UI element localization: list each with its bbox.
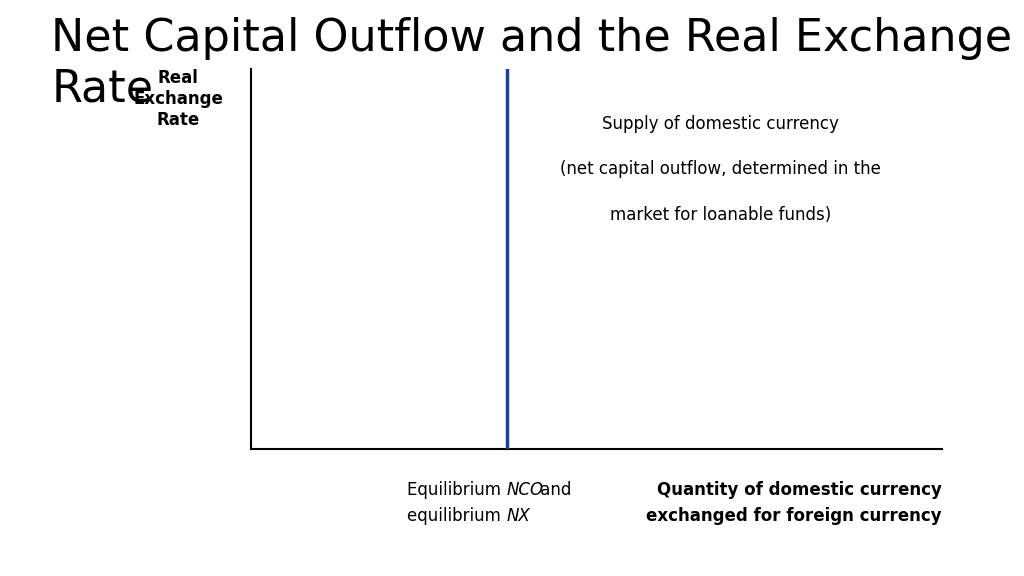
Text: Equilibrium: Equilibrium (408, 481, 507, 499)
Text: Net Capital Outflow and the Real Exchange
Rate: Net Capital Outflow and the Real Exchang… (51, 17, 1013, 110)
Text: Supply of domestic currency: Supply of domestic currency (602, 115, 840, 132)
Text: (net capital outflow, determined in the: (net capital outflow, determined in the (560, 160, 882, 179)
Text: Quantity of domestic currency: Quantity of domestic currency (657, 481, 942, 499)
Text: NCO: NCO (507, 481, 544, 499)
Text: exchanged for foreign currency: exchanged for foreign currency (646, 507, 942, 525)
Text: market for loanable funds): market for loanable funds) (610, 206, 831, 224)
Text: Real
Exchange
Rate: Real Exchange Rate (133, 69, 223, 128)
Text: equilibrium: equilibrium (408, 507, 507, 525)
Text: NX: NX (507, 507, 530, 525)
Text: and: and (536, 481, 571, 499)
